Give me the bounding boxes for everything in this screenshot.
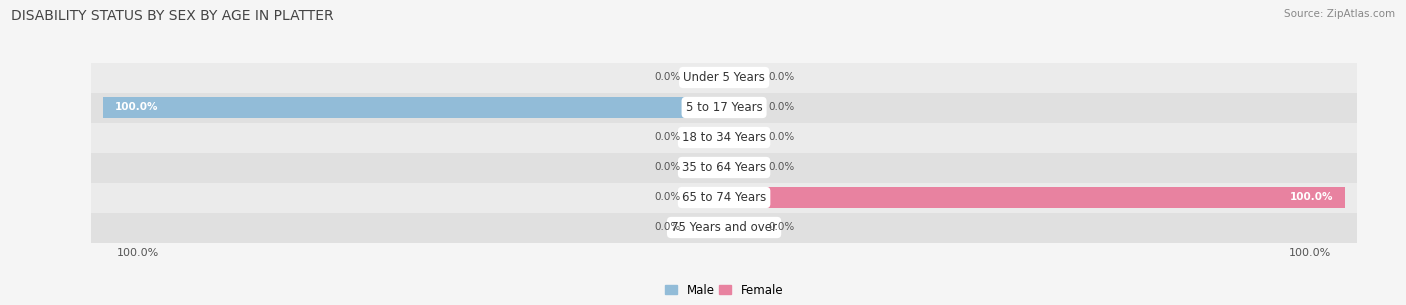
- Bar: [80, 213, 1368, 242]
- Text: 0.0%: 0.0%: [768, 223, 794, 232]
- Bar: [80, 152, 1368, 182]
- Bar: [689, 217, 724, 238]
- Legend: Male, Female: Male, Female: [665, 284, 783, 297]
- Bar: [689, 67, 724, 88]
- Text: 0.0%: 0.0%: [768, 132, 794, 142]
- Text: Source: ZipAtlas.com: Source: ZipAtlas.com: [1284, 9, 1395, 19]
- Text: 0.0%: 0.0%: [654, 223, 681, 232]
- Bar: [80, 182, 1368, 213]
- Text: 0.0%: 0.0%: [654, 132, 681, 142]
- Bar: [724, 217, 759, 238]
- Text: 75 Years and over: 75 Years and over: [671, 221, 778, 234]
- Text: 0.0%: 0.0%: [768, 102, 794, 113]
- Bar: [80, 63, 1368, 92]
- Bar: [689, 187, 724, 208]
- Text: 18 to 34 Years: 18 to 34 Years: [682, 131, 766, 144]
- Text: 35 to 64 Years: 35 to 64 Years: [682, 161, 766, 174]
- Bar: [724, 187, 1346, 208]
- Text: 100.0%: 100.0%: [1289, 192, 1333, 203]
- Text: 0.0%: 0.0%: [654, 73, 681, 82]
- Text: 5 to 17 Years: 5 to 17 Years: [686, 101, 762, 114]
- Bar: [689, 157, 724, 178]
- Bar: [724, 157, 759, 178]
- Bar: [724, 97, 759, 118]
- Bar: [103, 97, 724, 118]
- Text: 65 to 74 Years: 65 to 74 Years: [682, 191, 766, 204]
- Bar: [80, 92, 1368, 123]
- Text: 0.0%: 0.0%: [654, 192, 681, 203]
- Text: 0.0%: 0.0%: [654, 163, 681, 173]
- Text: 0.0%: 0.0%: [768, 73, 794, 82]
- Text: 100.0%: 100.0%: [115, 102, 159, 113]
- Text: DISABILITY STATUS BY SEX BY AGE IN PLATTER: DISABILITY STATUS BY SEX BY AGE IN PLATT…: [11, 9, 333, 23]
- Text: 0.0%: 0.0%: [768, 163, 794, 173]
- Text: Under 5 Years: Under 5 Years: [683, 71, 765, 84]
- Bar: [724, 127, 759, 148]
- Bar: [724, 67, 759, 88]
- Bar: [80, 123, 1368, 152]
- Bar: [689, 127, 724, 148]
